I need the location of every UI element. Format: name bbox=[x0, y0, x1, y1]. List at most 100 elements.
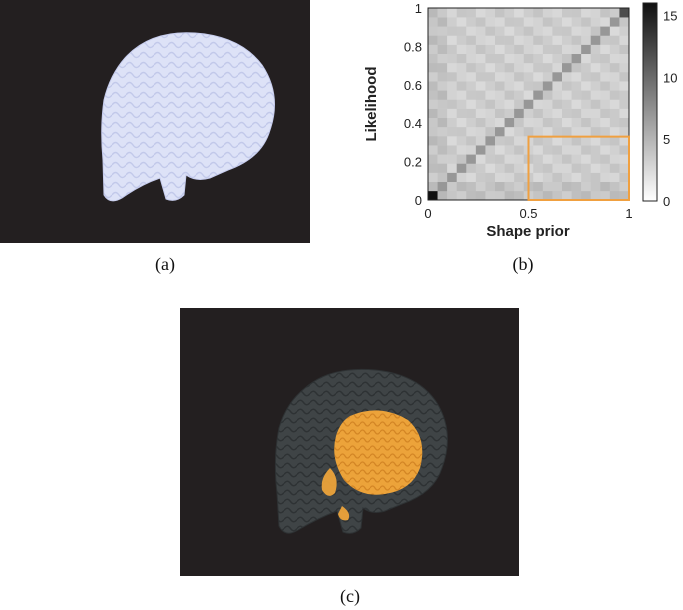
heatmap-svg: 0 0.5 1 00.20.40.60.81 Shape prior Likelih… bbox=[363, 1, 677, 240]
heatmap-cell bbox=[437, 35, 448, 45]
heatmap-cell bbox=[456, 108, 467, 119]
heatmap-cell bbox=[562, 108, 572, 119]
heatmap-cell bbox=[590, 190, 601, 201]
heatmap-cell bbox=[495, 62, 505, 73]
heatmap-cell bbox=[428, 181, 438, 192]
heatmap-cell bbox=[552, 126, 563, 137]
heatmap-cell bbox=[542, 62, 553, 73]
heatmap-cell bbox=[571, 90, 582, 100]
heatmap-cell bbox=[523, 81, 534, 91]
brain-activation-render bbox=[274, 368, 448, 534]
y-tick-label: 0.4 bbox=[404, 116, 422, 131]
heatmap-cell bbox=[437, 53, 448, 64]
heatmap-cell bbox=[504, 62, 515, 73]
heatmap-cell bbox=[571, 17, 582, 27]
heatmap-cell bbox=[590, 163, 601, 173]
heatmap-cell bbox=[600, 99, 611, 109]
heatmap-cell bbox=[456, 172, 467, 183]
heatmap-cell bbox=[495, 26, 505, 36]
heatmap-cell bbox=[523, 99, 534, 109]
heatmap-cell bbox=[447, 99, 458, 109]
heatmap-cell bbox=[523, 62, 534, 73]
heatmap-cell bbox=[571, 190, 582, 201]
heatmap-cell bbox=[495, 8, 505, 18]
heatmap-cell bbox=[571, 35, 582, 45]
heatmap-cell bbox=[523, 72, 534, 82]
heatmap-cell bbox=[456, 99, 467, 109]
heatmap-cell bbox=[571, 163, 582, 173]
heatmap-cell bbox=[437, 26, 448, 36]
colorbar-tick-label: 0 bbox=[663, 194, 670, 209]
heatmap-cell bbox=[600, 81, 611, 91]
heatmap-cell bbox=[475, 8, 486, 18]
caption-b: (b) bbox=[512, 254, 534, 274]
heatmap-cell bbox=[600, 190, 611, 201]
y-tick-label: 0.6 bbox=[404, 78, 422, 93]
heatmap-cell bbox=[581, 35, 592, 45]
heatmap-cell bbox=[456, 72, 467, 82]
heatmap-cell bbox=[447, 53, 458, 64]
heatmap-cell bbox=[466, 172, 477, 183]
heatmap-cell bbox=[485, 99, 496, 109]
heatmap-cell bbox=[475, 35, 486, 45]
heatmap-cell bbox=[600, 72, 611, 82]
heatmap-cell bbox=[562, 117, 572, 128]
heatmap-cell bbox=[581, 163, 592, 173]
heatmap-cell bbox=[504, 145, 515, 155]
heatmap-cell bbox=[447, 90, 458, 100]
heatmap-cell bbox=[552, 181, 563, 192]
heatmap-cell bbox=[428, 190, 438, 201]
heatmap-cell bbox=[437, 181, 448, 192]
heatmap-cell bbox=[571, 99, 582, 109]
heatmap-cell bbox=[437, 117, 448, 128]
heatmap-cell bbox=[571, 72, 582, 82]
highlight-box bbox=[527, 135, 630, 201]
heatmap-cell bbox=[619, 190, 630, 201]
heatmap-cell bbox=[514, 8, 525, 18]
heatmap-cell bbox=[590, 99, 601, 109]
heatmap-cell bbox=[542, 99, 553, 109]
heatmap-cell bbox=[475, 117, 486, 128]
heatmap-cell bbox=[562, 26, 572, 36]
colorbar bbox=[642, 2, 658, 202]
heatmap-cell bbox=[447, 172, 458, 183]
heatmap-cell bbox=[495, 99, 505, 109]
heatmap-cell bbox=[581, 190, 592, 201]
heatmap-cell bbox=[485, 44, 496, 55]
heatmap-cell bbox=[495, 181, 505, 192]
heatmap-cell bbox=[447, 72, 458, 82]
heatmap-cell bbox=[504, 81, 515, 91]
heatmap-cell bbox=[485, 53, 496, 64]
heatmap-cell bbox=[437, 81, 448, 91]
heatmap-cell bbox=[456, 117, 467, 128]
heatmap-cell bbox=[475, 81, 486, 91]
heatmap-cell bbox=[495, 72, 505, 82]
heatmap-cell bbox=[581, 81, 592, 91]
heatmap-cell bbox=[533, 136, 544, 146]
heatmap-cell bbox=[609, 136, 620, 146]
heatmap-cell bbox=[600, 35, 611, 45]
heatmap-cell bbox=[466, 17, 477, 27]
heatmap-cell bbox=[466, 44, 477, 55]
heatmap-cell bbox=[542, 81, 553, 91]
heatmap-cell bbox=[542, 154, 553, 164]
heatmap-cell bbox=[504, 117, 515, 128]
heatmap-cell bbox=[475, 163, 486, 173]
heatmap-cell bbox=[619, 26, 630, 36]
heatmap-cell bbox=[456, 181, 467, 192]
heatmap-cell bbox=[609, 90, 620, 100]
heatmap-cell bbox=[437, 145, 448, 155]
heatmap-cell bbox=[533, 53, 544, 64]
heatmap-cell bbox=[428, 44, 438, 55]
heatmap-cell bbox=[619, 72, 630, 82]
x-tick-label: 1 bbox=[625, 206, 632, 221]
heatmap-cell bbox=[533, 17, 544, 27]
heatmap-cell bbox=[600, 53, 611, 64]
heatmap-cell bbox=[609, 154, 620, 164]
heatmap-cell bbox=[428, 154, 438, 164]
heatmap-cell bbox=[590, 145, 601, 155]
heatmap-cell bbox=[571, 8, 582, 18]
heatmap-cell bbox=[571, 154, 582, 164]
heatmap-cell bbox=[542, 26, 553, 36]
heatmap-cell bbox=[542, 44, 553, 55]
